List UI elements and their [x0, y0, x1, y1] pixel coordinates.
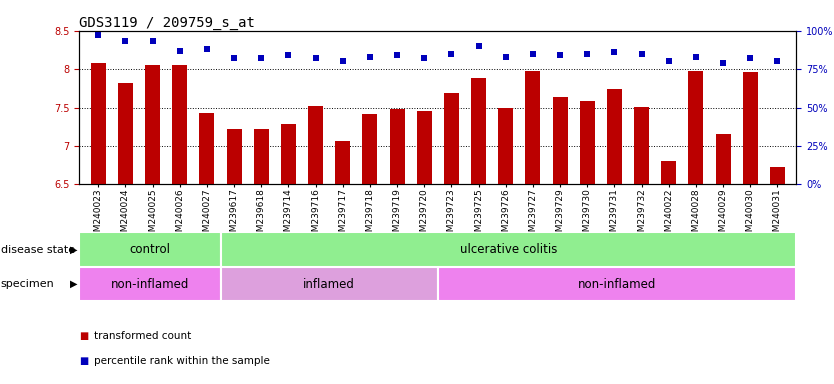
- Point: [282, 52, 295, 58]
- Text: transformed count: transformed count: [94, 331, 192, 341]
- Point: [744, 55, 757, 61]
- Bar: [79, 267, 220, 301]
- Text: inflamed: inflamed: [304, 278, 355, 291]
- Text: GDS3119 / 209759_s_at: GDS3119 / 209759_s_at: [79, 16, 255, 30]
- Text: control: control: [129, 243, 170, 256]
- Text: ■: ■: [79, 331, 88, 341]
- Bar: [689, 71, 703, 184]
- Bar: [553, 97, 568, 184]
- Bar: [471, 78, 486, 184]
- Bar: [199, 113, 214, 184]
- Bar: [220, 267, 438, 301]
- Bar: [281, 124, 296, 184]
- Point: [200, 46, 214, 52]
- Text: specimen: specimen: [1, 279, 54, 289]
- Point: [662, 58, 676, 65]
- Point: [118, 38, 132, 45]
- Text: non-inflamed: non-inflamed: [111, 278, 189, 291]
- Point: [771, 58, 784, 65]
- Point: [364, 54, 377, 60]
- Text: non-inflamed: non-inflamed: [578, 278, 656, 291]
- Point: [580, 51, 594, 57]
- Bar: [498, 108, 513, 184]
- Point: [608, 49, 621, 55]
- Bar: [770, 167, 785, 184]
- Bar: [118, 83, 133, 184]
- Point: [254, 55, 268, 61]
- Text: ulcerative colitis: ulcerative colitis: [460, 243, 557, 256]
- Text: disease state: disease state: [1, 245, 75, 255]
- Point: [309, 55, 322, 61]
- Point: [336, 58, 349, 65]
- Text: ■: ■: [79, 356, 88, 366]
- Bar: [363, 114, 378, 184]
- Point: [499, 54, 512, 60]
- Point: [689, 54, 702, 60]
- Point: [554, 52, 567, 58]
- Point: [146, 38, 159, 45]
- Point: [635, 51, 648, 57]
- Point: [228, 55, 241, 61]
- Bar: [254, 129, 269, 184]
- Bar: [661, 161, 676, 184]
- Text: percentile rank within the sample: percentile rank within the sample: [94, 356, 270, 366]
- Bar: [335, 141, 350, 184]
- Bar: [389, 109, 404, 184]
- Bar: [227, 129, 242, 184]
- Point: [92, 32, 105, 38]
- Bar: [79, 232, 220, 267]
- Bar: [634, 107, 649, 184]
- Bar: [438, 267, 796, 301]
- Bar: [308, 106, 323, 184]
- Point: [472, 43, 485, 49]
- Point: [418, 55, 431, 61]
- Bar: [91, 63, 106, 184]
- Text: ▶: ▶: [70, 279, 77, 289]
- Bar: [743, 72, 758, 184]
- Bar: [525, 71, 540, 184]
- Text: ▶: ▶: [70, 245, 77, 255]
- Bar: [444, 93, 459, 184]
- Bar: [417, 111, 432, 184]
- Bar: [716, 134, 731, 184]
- Bar: [173, 65, 187, 184]
- Point: [526, 51, 540, 57]
- Bar: [145, 65, 160, 184]
- Bar: [607, 89, 622, 184]
- Point: [390, 52, 404, 58]
- Bar: [580, 101, 595, 184]
- Point: [445, 51, 458, 57]
- Bar: [220, 232, 796, 267]
- Point: [716, 60, 730, 66]
- Point: [173, 48, 187, 54]
